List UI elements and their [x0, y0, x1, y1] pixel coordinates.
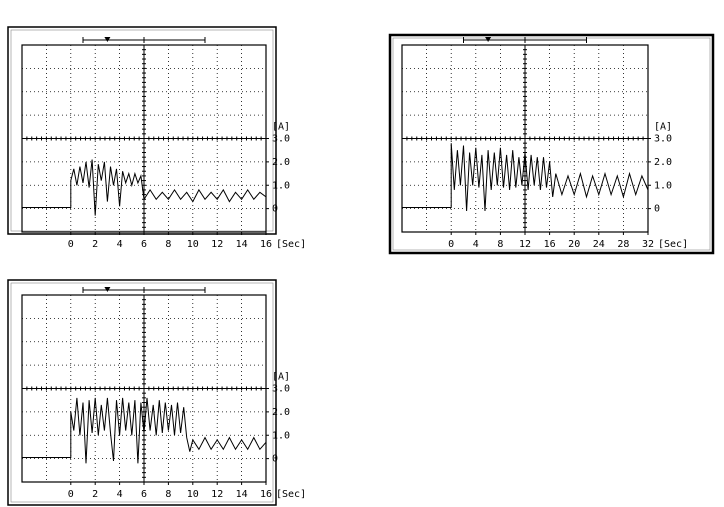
- x-tick-label: 6: [141, 489, 147, 500]
- y-tick-label: 0: [654, 204, 660, 215]
- y-tick-label: 0: [272, 454, 278, 465]
- y-axis-label: [A]: [272, 122, 290, 133]
- trigger-marker: [104, 37, 111, 42]
- panel-inner-frame: [10, 29, 274, 232]
- current-trace: [402, 143, 649, 212]
- y-tick-label: 1.0: [272, 180, 290, 191]
- x-tick-label: 0: [68, 489, 74, 500]
- panel-frame: [388, 33, 715, 255]
- panel-inner-frame: [10, 282, 274, 503]
- trigger-marker: [104, 287, 111, 292]
- x-tick-label: 10: [187, 239, 199, 250]
- panel-frame: [7, 26, 277, 235]
- panel-inner-frame: [392, 37, 711, 251]
- y-tick-label: 3.0: [272, 384, 290, 395]
- x-tick-label: 2: [92, 489, 98, 500]
- x-tick-label: 16: [260, 239, 272, 250]
- x-tick-label: 16: [260, 489, 272, 500]
- x-tick-label: 8: [497, 239, 503, 250]
- y-tick-label: 2.0: [272, 157, 290, 168]
- x-tick-label: 10: [187, 489, 199, 500]
- oscilloscope-panel: 3.0 2.0 1.0 0 [A] 0 2 4 6 8 10 12 14 16 [Sec]: [7, 26, 306, 250]
- current-trace: [22, 159, 267, 216]
- x-axis-label: [Sec]: [276, 489, 306, 500]
- y-tick-label: 2.0: [654, 157, 672, 168]
- x-tick-label: 20: [568, 239, 580, 250]
- x-tick-label: 6: [141, 239, 147, 250]
- y-tick-label: 3.0: [654, 134, 672, 145]
- x-tick-label: 4: [473, 239, 479, 250]
- x-axis-label: [Sec]: [276, 239, 306, 250]
- y-tick-label: 2.0: [272, 407, 290, 418]
- x-tick-label: 4: [117, 239, 123, 250]
- panel-frame: [7, 279, 277, 506]
- x-tick-label: 14: [236, 489, 248, 500]
- current-trace: [22, 397, 267, 464]
- x-tick-label: 4: [117, 489, 123, 500]
- x-tick-label: 14: [236, 239, 248, 250]
- y-axis-label: [A]: [654, 122, 672, 133]
- x-tick-label: 0: [68, 239, 74, 250]
- oscilloscope-panel: 3.0 2.0 1.0 0 [A] 0 4 8 12 16 20 24 28 32 [Sec]: [388, 33, 715, 255]
- x-tick-label: 2: [92, 239, 98, 250]
- x-tick-label: 16: [544, 239, 556, 250]
- y-tick-label: 1.0: [272, 430, 290, 441]
- x-axis-label: [Sec]: [658, 239, 688, 250]
- x-tick-label: 8: [165, 489, 171, 500]
- x-tick-label: 32: [642, 239, 654, 250]
- x-tick-label: 12: [211, 489, 223, 500]
- x-tick-label: 28: [617, 239, 629, 250]
- x-tick-label: 0: [448, 239, 454, 250]
- y-tick-label: 0: [272, 204, 278, 215]
- y-axis-label: [A]: [272, 372, 290, 383]
- y-tick-label: 1.0: [654, 180, 672, 191]
- x-tick-label: 24: [593, 239, 605, 250]
- oscilloscope-panel: 3.0 2.0 1.0 0 [A] 0 2 4 6 8 10 12 14 16 [Sec]: [7, 279, 306, 506]
- x-tick-label: 8: [165, 239, 171, 250]
- x-tick-label: 12: [211, 239, 223, 250]
- trigger-marker: [485, 37, 492, 42]
- y-tick-label: 3.0: [272, 134, 290, 145]
- x-tick-label: 12: [519, 239, 531, 250]
